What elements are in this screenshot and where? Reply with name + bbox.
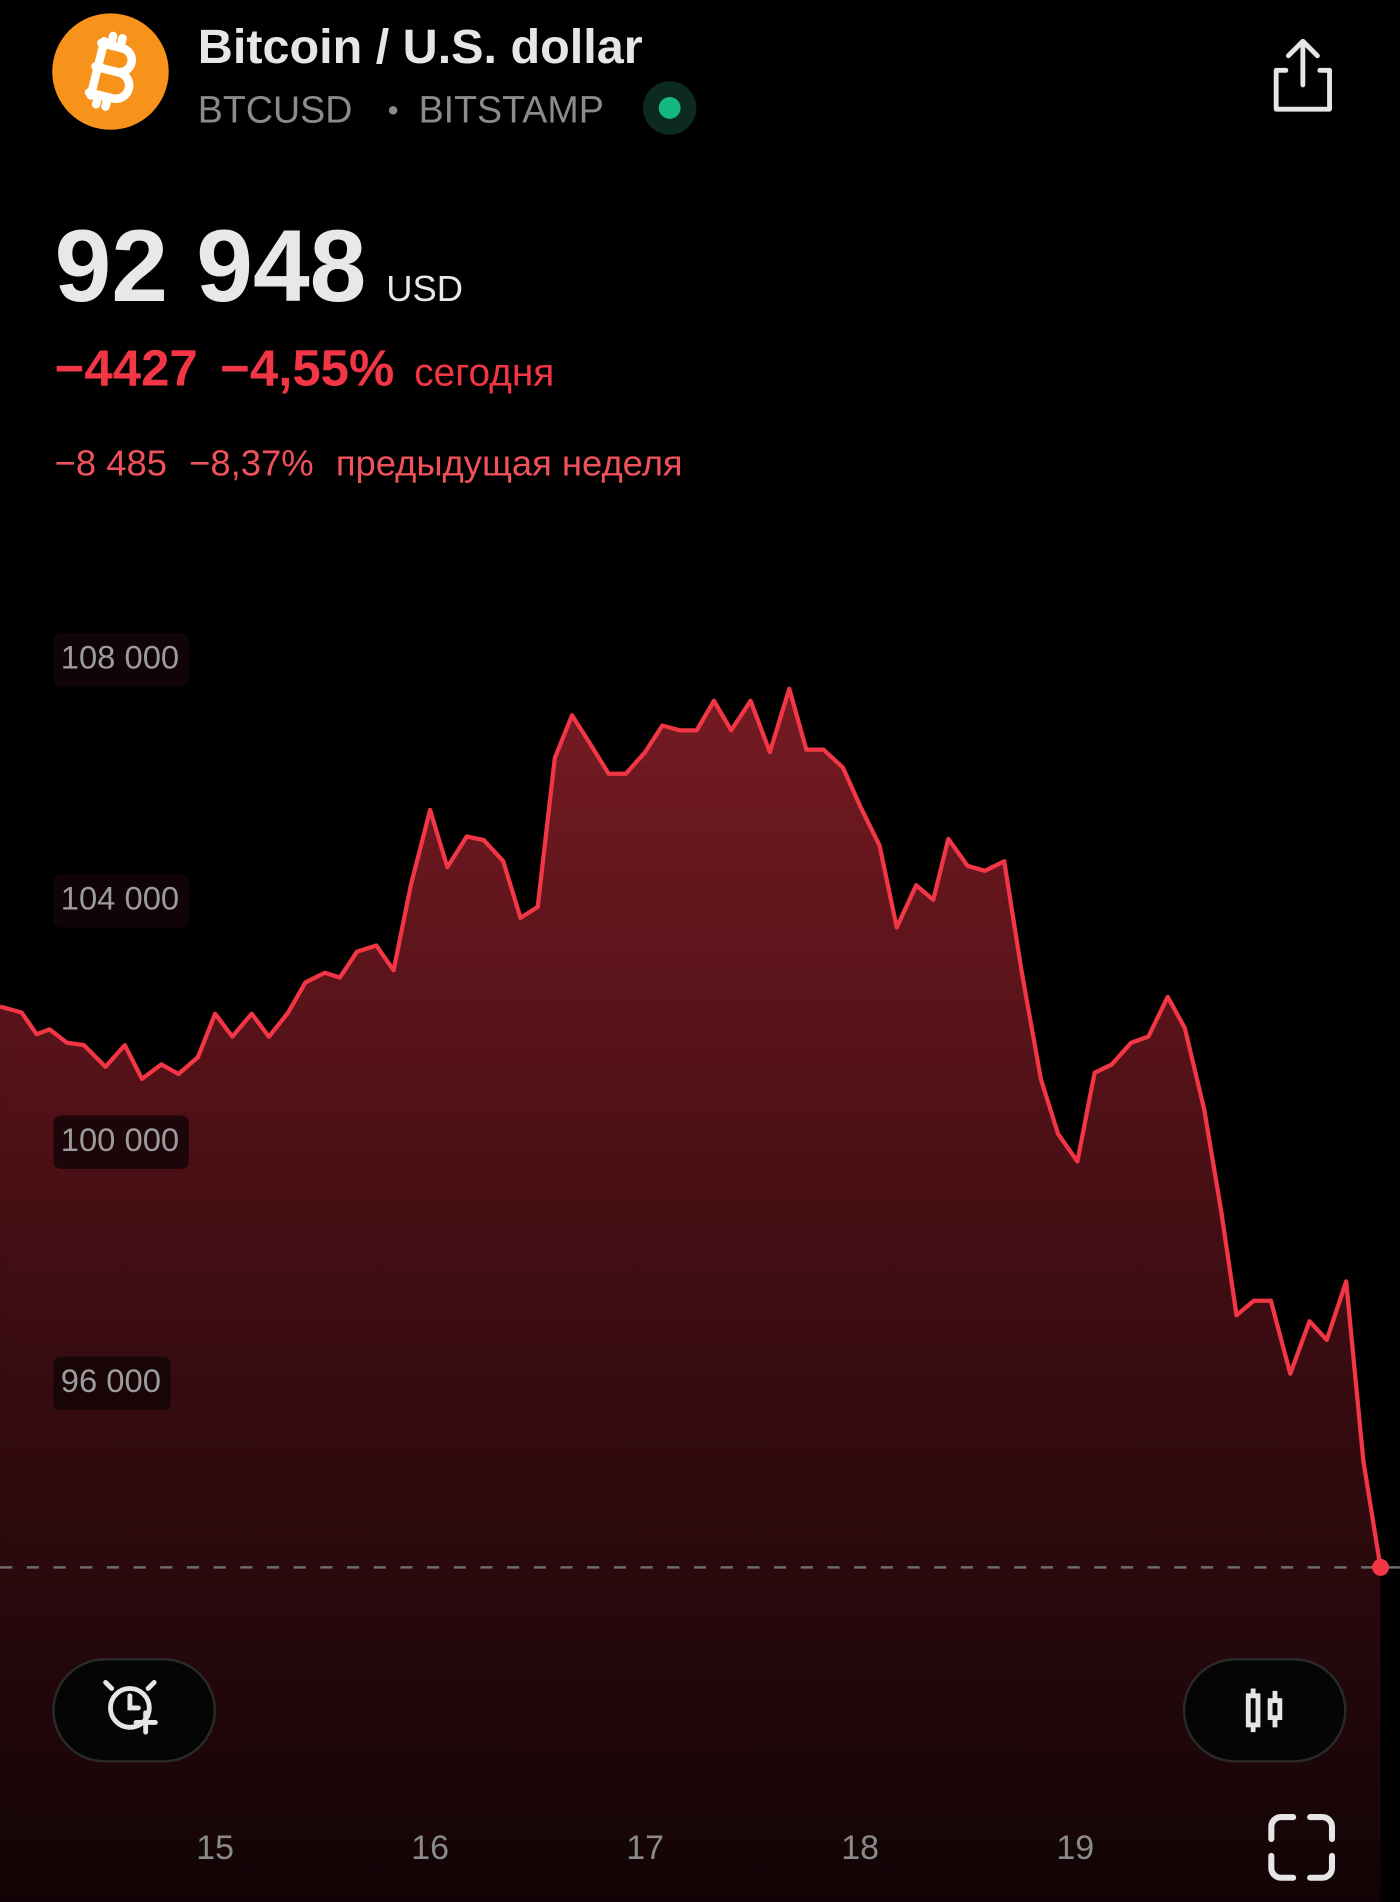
fullscreen-button[interactable] [1268,1814,1336,1881]
week-pct: −8,37% [189,443,313,484]
y-tick-label: 96 000 [61,1362,161,1399]
exchange: BITSTAMP [419,89,604,131]
price: 92 948 [55,209,367,323]
price-line: 92 948 USD [55,209,463,323]
today-pct: −4,55% [220,340,394,397]
x-tick-label: 17 [626,1829,664,1867]
week-label: предыдущая неделя [336,443,683,484]
title: Bitcoin / U.S. dollar [198,20,643,74]
alert-button[interactable] [52,1658,217,1763]
x-tick-label: 19 [1056,1829,1094,1867]
share-button[interactable] [1273,38,1332,112]
y-tick-label: 108 000 [61,638,179,675]
y-tick-label: 100 000 [61,1121,179,1158]
plot: 96 000 100 000 104 000 108 000 15 16 17 18 19 [0,633,1400,1902]
live-dot [658,97,681,119]
currency: USD [386,268,463,309]
area [0,688,1381,1902]
price-line [0,686,1383,1568]
separator [388,106,398,115]
x-tick-label: 15 [196,1829,234,1867]
symbol: BTCUSD [198,89,353,131]
y-tick-label-bg [53,633,189,687]
y-tick-label-bg [53,1115,189,1169]
y-tick-label: 104 000 [61,880,179,917]
y-tick-label-bg [53,874,189,928]
last-point [1372,1558,1390,1576]
today-abs: −4427 [55,340,198,397]
week-change: −8 485 −8,37% предыдущая неделя [55,443,683,484]
x-tick-label: 16 [411,1829,449,1867]
today-label: сегодня [414,352,554,395]
week-abs: −8 485 [55,443,167,484]
chart-style-button[interactable] [1182,1658,1347,1763]
y-tick-label-bg [53,1356,171,1411]
coin-logo [52,13,169,130]
x-tick-label: 18 [841,1829,879,1867]
today-change: −4427 −4,55% сегодня [55,340,555,397]
